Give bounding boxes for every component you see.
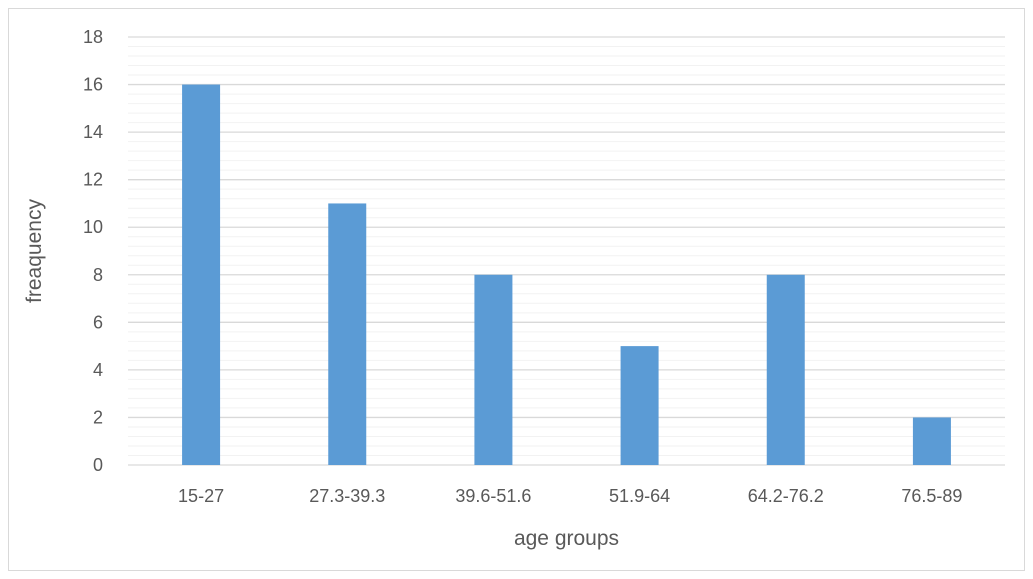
y-tick-label: 2 xyxy=(93,407,103,427)
y-axis-tick-labels: 0 2 4 6 8 10 12 14 16 18 xyxy=(83,27,103,475)
bar xyxy=(328,203,367,465)
y-tick-label: 0 xyxy=(93,455,103,475)
bar xyxy=(620,346,659,465)
y-tick-label: 12 xyxy=(83,170,103,190)
y-tick-label: 8 xyxy=(93,265,103,285)
y-tick-label: 16 xyxy=(83,75,103,95)
y-tick-label: 4 xyxy=(93,360,103,380)
x-tick-label: 64.2-76.2 xyxy=(748,486,824,506)
y-tick-label: 10 xyxy=(83,217,103,237)
y-axis-title: freaquency xyxy=(23,199,46,303)
x-axis-title: age groups xyxy=(514,527,619,550)
minor-gridlines xyxy=(128,46,1005,456)
x-axis-tick-labels: 15-27 27.3-39.3 39.6-51.6 51.9-64 64.2-76.2 7… xyxy=(178,486,962,506)
bar xyxy=(474,274,513,465)
chart-area xyxy=(8,8,1025,571)
x-tick-label: 39.6-51.6 xyxy=(455,486,531,506)
x-tick-label: 76.5-89 xyxy=(901,486,962,506)
bar xyxy=(182,84,221,466)
y-tick-label: 6 xyxy=(93,312,103,332)
x-tick-label: 15-27 xyxy=(178,486,224,506)
y-tick-label: 14 xyxy=(83,122,103,142)
x-tick-label: 27.3-39.3 xyxy=(309,486,385,506)
major-gridlines xyxy=(128,36,1005,466)
bar xyxy=(766,274,805,465)
bar xyxy=(912,417,951,465)
bars xyxy=(182,84,951,466)
y-tick-label: 18 xyxy=(83,27,103,47)
x-tick-label: 51.9-64 xyxy=(609,486,670,506)
